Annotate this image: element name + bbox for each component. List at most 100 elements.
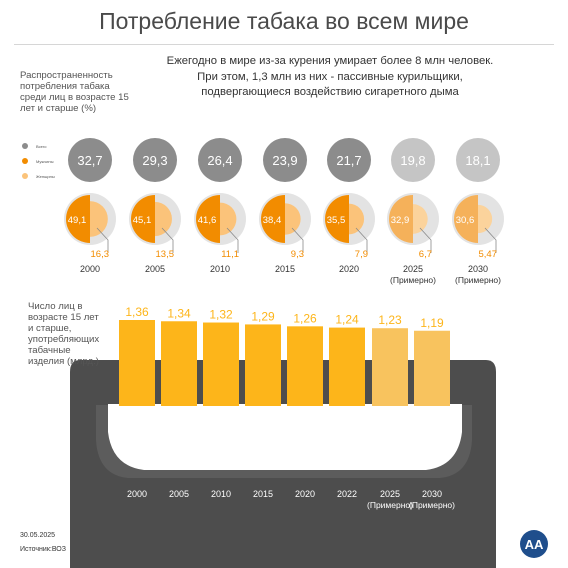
cigarette-bar [329, 327, 365, 406]
total-value-label: 29,3 [142, 153, 167, 168]
men-value-label: 38,4 [263, 215, 282, 226]
women-half [349, 203, 365, 235]
subtitle-line-1: Ежегодно в мире из-за курения умирает бо… [166, 55, 494, 67]
bars-label: Число лиц в возрасте 15 лет и старше, уп… [28, 301, 100, 367]
men-value-label: 30,6 [456, 215, 475, 226]
agency-logo: AA [520, 530, 548, 558]
men-half [454, 195, 478, 243]
legend-item-women: Женщины [22, 173, 55, 179]
men-half [325, 195, 349, 243]
men-half [131, 195, 155, 243]
bar-value-label: 1,32 [209, 308, 233, 322]
pack-label-area [108, 404, 462, 470]
source-note: Источник:ВОЗ [20, 546, 66, 553]
total-value-label: 26,4 [207, 153, 232, 168]
women-value-label: 11,1 [221, 249, 239, 260]
bar-year-label: 2005 [169, 489, 189, 499]
women-value-label: 5,47 [479, 249, 498, 260]
women-value-label: 13,5 [156, 249, 175, 260]
men-value-label: 41,6 [198, 215, 217, 226]
cigarette-bar [245, 324, 281, 406]
bar-value-label: 1,24 [335, 313, 359, 327]
cigarette-bar [119, 320, 155, 406]
men-half [389, 195, 413, 243]
bar-year-label: 2030 [422, 489, 442, 499]
total-circle-2025 [391, 138, 435, 182]
total-circle-2020 [327, 138, 371, 182]
legend-item-men: Мужчины [22, 158, 53, 164]
subtitle-line-3: подвергающиеся воздействию сигаретного д… [201, 86, 459, 98]
year-label: 2005 [145, 264, 165, 274]
year-note-label: (Примерно) [455, 275, 501, 285]
year-label: 2000 [80, 264, 100, 274]
women-half [155, 201, 172, 237]
women-value-label: 6,7 [419, 249, 432, 260]
women-half [220, 202, 237, 236]
bar-year-label: 2010 [211, 489, 231, 499]
year-label: 2010 [210, 264, 230, 274]
men-half [66, 195, 90, 243]
men-half [261, 195, 285, 243]
year-label: 2015 [275, 264, 295, 274]
total-value-label: 18,1 [465, 153, 490, 168]
women-leader-line [355, 227, 368, 253]
title-divider [14, 44, 554, 45]
legend-swatch-women [22, 173, 28, 179]
women-value-label: 9,3 [291, 249, 304, 260]
prevalence-label: Распространенность потребления табака ср… [20, 70, 129, 114]
year-label: 2025 [403, 264, 423, 274]
subtitle-line-2: При этом, 1,3 млн из них - пассивные кур… [197, 71, 463, 83]
total-circle-2030 [456, 138, 500, 182]
women-leader-line [484, 227, 497, 253]
men-value-label: 49,1 [68, 215, 87, 226]
total-value-label: 23,9 [272, 153, 297, 168]
legend-label-total: Всего [36, 143, 47, 149]
women-half [90, 201, 108, 237]
legend-label-men: Мужчины [36, 158, 54, 164]
page-title: Потребление табака во всем мире [99, 8, 469, 34]
bar-year-label: 2020 [295, 489, 315, 499]
total-value-label: 32,7 [77, 153, 102, 168]
bar-year-note: (Примерно) [409, 500, 455, 510]
bar-year-label: 2025 [380, 489, 400, 499]
total-value-label: 19,8 [400, 153, 425, 168]
women-half [413, 204, 428, 234]
women-value-label: 16,3 [91, 249, 110, 260]
women-value-label: 7,9 [355, 249, 368, 260]
bar-value-label: 1,26 [293, 311, 317, 325]
year-label: 2020 [339, 264, 359, 274]
women-half [285, 203, 301, 235]
legend-swatch-total [22, 143, 28, 149]
bar-year-label: 2015 [253, 489, 273, 499]
cigarette-bar [287, 326, 323, 406]
total-value-label: 21,7 [336, 153, 361, 168]
total-circle-2005 [133, 138, 177, 182]
bar-value-label: 1,29 [251, 309, 275, 323]
publish-date: 30.05.2025 [20, 532, 56, 539]
total-circle-2010 [198, 138, 242, 182]
cigarette-bar [203, 322, 239, 406]
total-circle-2000 [68, 138, 112, 182]
bar-year-label: 2022 [337, 489, 357, 499]
cigarette-bar [414, 330, 450, 406]
women-leader-line [161, 227, 174, 253]
men-value-label: 35,5 [327, 215, 346, 226]
total-circle-2015 [263, 138, 307, 182]
cigarette-bar [161, 321, 197, 406]
legend-item-total: Всего [22, 143, 47, 149]
logo-text: AA [525, 537, 544, 552]
legend-swatch-men [22, 158, 28, 164]
women-leader-line [96, 227, 109, 253]
women-leader-line [419, 227, 432, 253]
legend-label-women: Женщины [36, 173, 55, 179]
bar-year-label: 2000 [127, 489, 147, 499]
women-leader-line [291, 227, 304, 253]
men-value-label: 45,1 [133, 215, 152, 226]
men-value-label: 32,9 [391, 215, 410, 226]
women-half [478, 204, 493, 234]
bar-value-label: 1,23 [378, 313, 402, 327]
men-half [196, 195, 220, 243]
cigarette-bar [372, 328, 408, 406]
bar-value-label: 1,19 [420, 316, 444, 330]
